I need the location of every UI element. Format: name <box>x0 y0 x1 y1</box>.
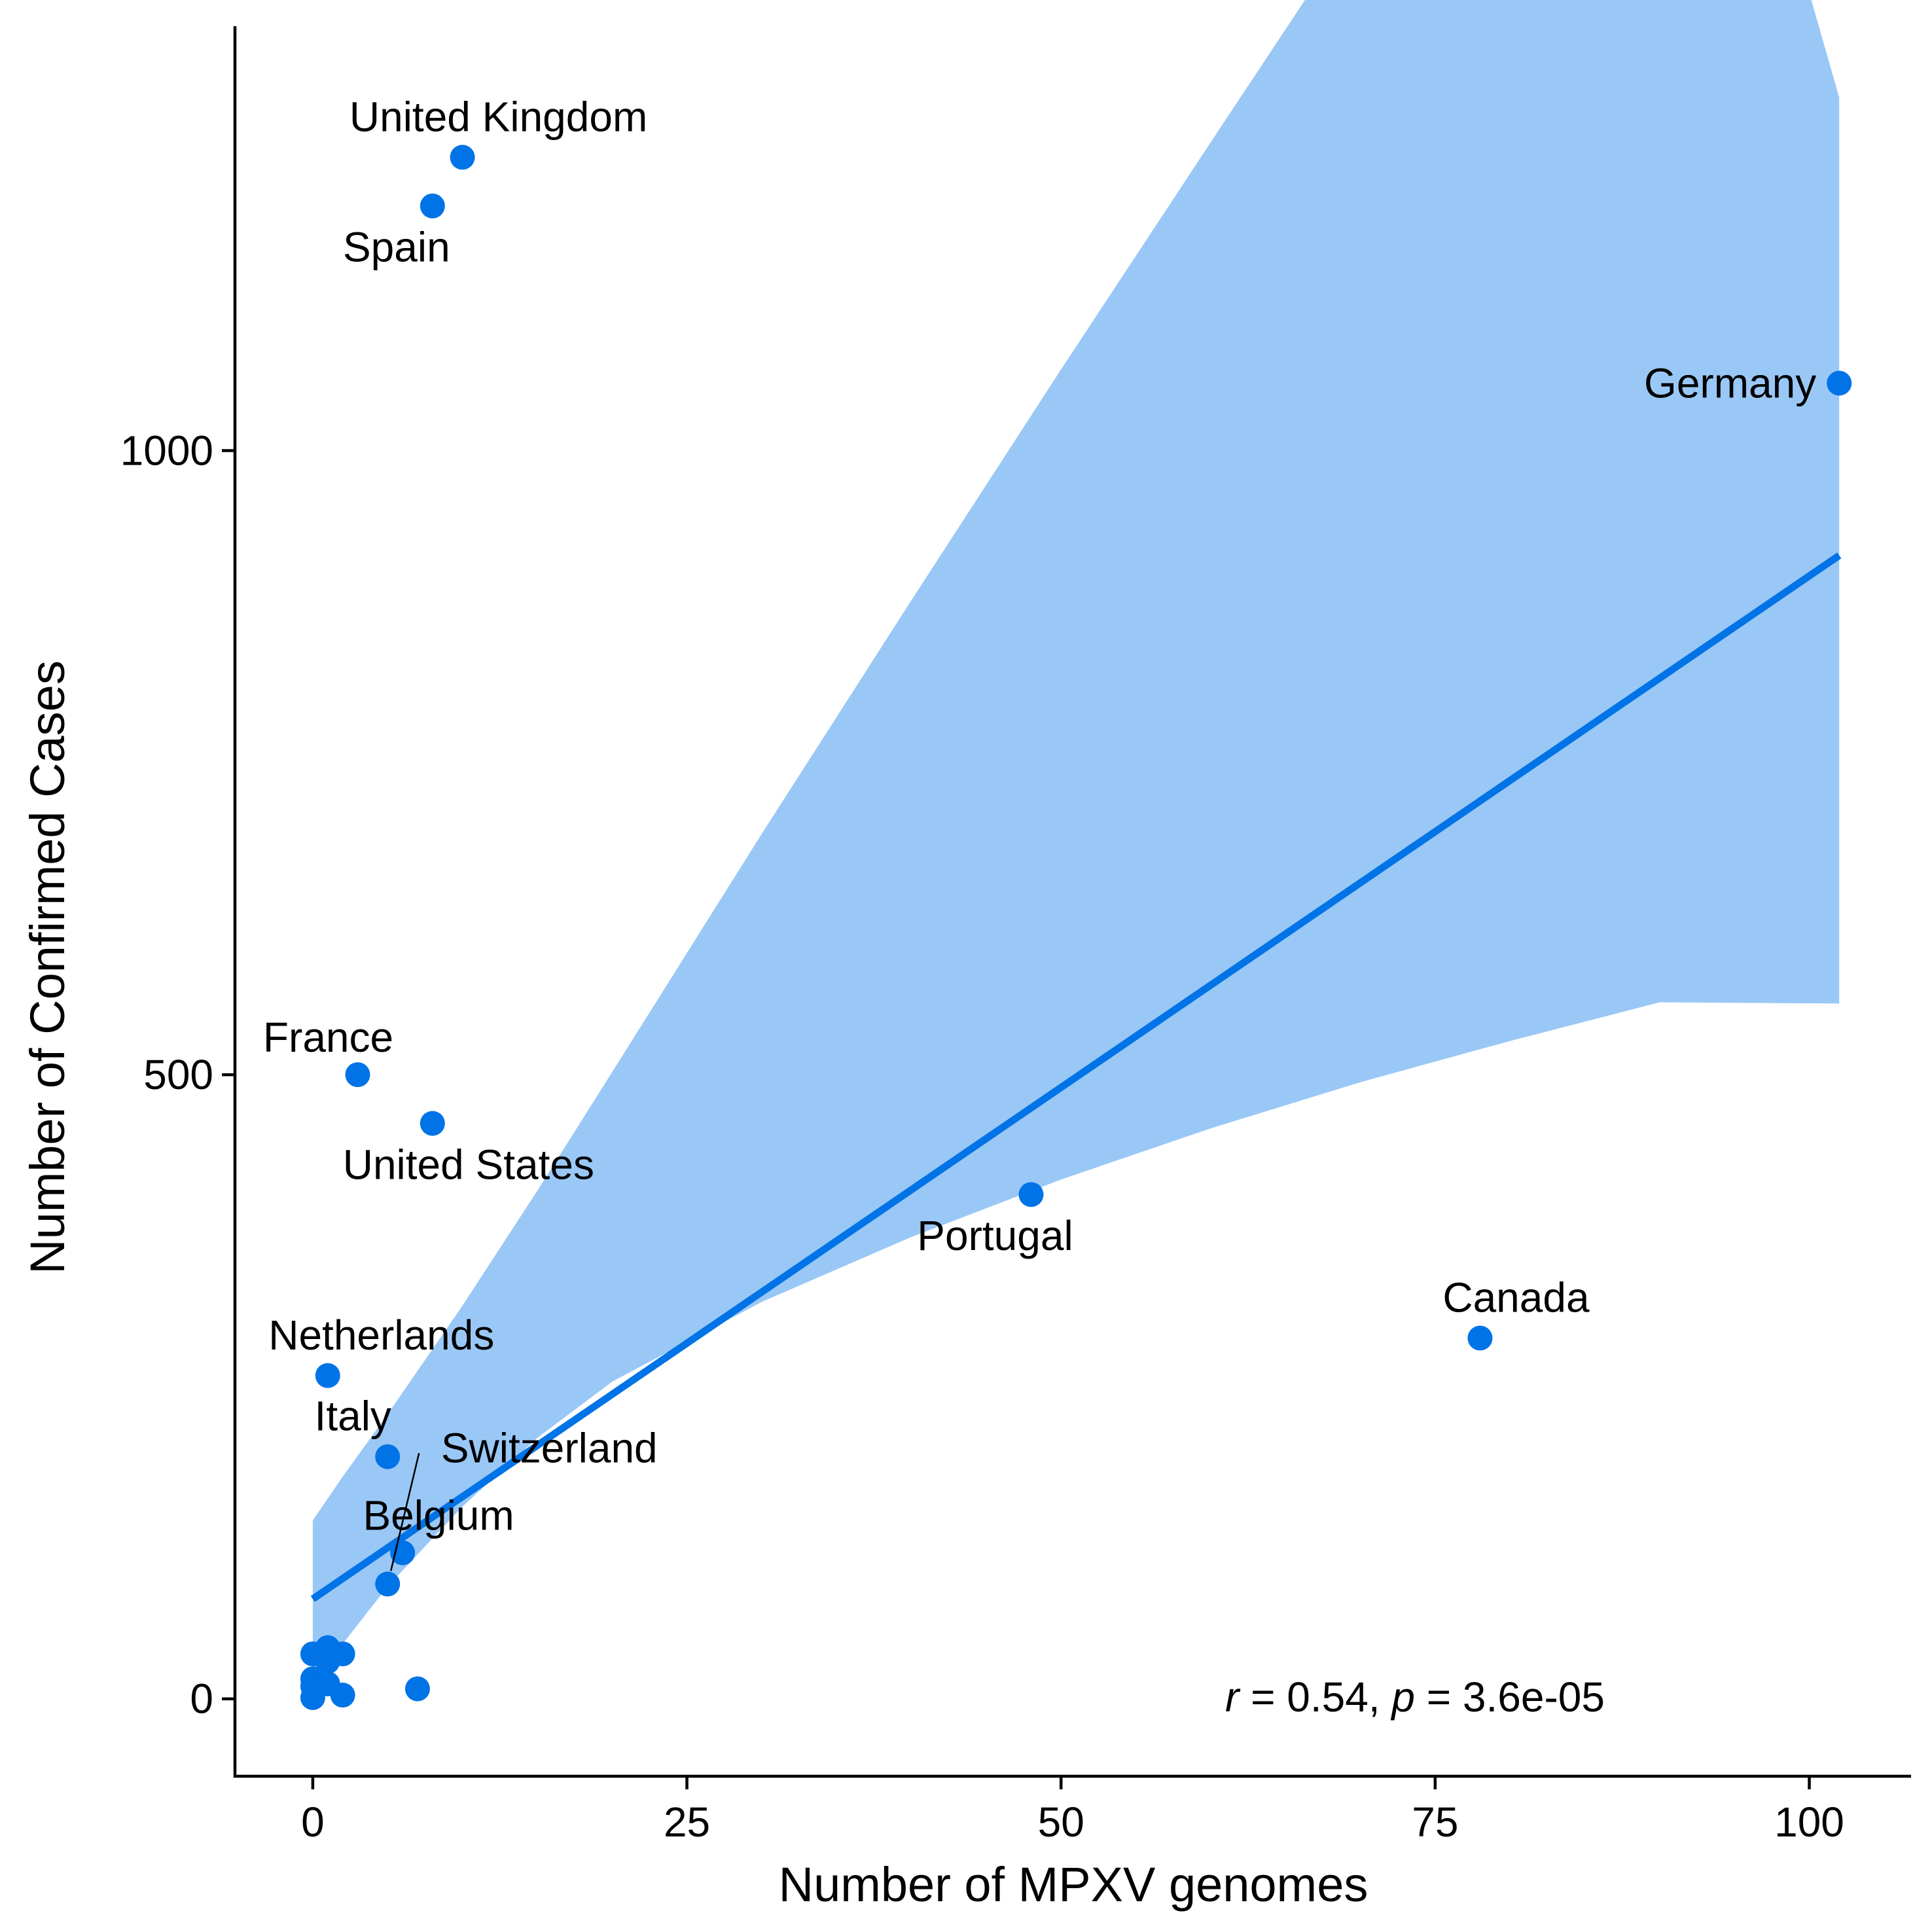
data-point-united-states <box>420 1111 445 1136</box>
point-label-italy: Italy <box>315 1393 391 1440</box>
x-tick-label-25: 25 <box>664 1798 710 1846</box>
point-label-belgium: Belgium <box>363 1492 514 1539</box>
data-point-unlabeled <box>330 1683 355 1708</box>
correlation-annotation: r = 0.54, p = 3.6e-05 <box>1225 1673 1605 1721</box>
point-label-france: France <box>263 1014 393 1061</box>
data-point-unlabeled <box>404 1676 430 1702</box>
r-value: = 0.54, <box>1239 1673 1391 1721</box>
y-axis-title: Number of Confirmed Cases <box>20 660 75 1274</box>
point-label-portugal: Portugal <box>917 1212 1073 1259</box>
confidence-band-layer <box>312 0 1840 1677</box>
data-points-layer <box>300 145 1852 1710</box>
confidence-band <box>312 0 1840 1677</box>
point-label-germany: Germany <box>1644 359 1816 406</box>
point-label-spain: Spain <box>343 224 450 271</box>
x-tick-label-100: 100 <box>1774 1798 1844 1846</box>
x-axis-title: Number of MPXV genomes <box>779 1857 1368 1912</box>
point-label-netherlands: Netherlands <box>268 1312 494 1359</box>
data-point-germany <box>1827 370 1852 396</box>
point-label-united-kingdom: United Kingdom <box>349 93 647 140</box>
regression-line-layer <box>310 552 1842 1602</box>
y-axis-ticks: 0 500 1000 <box>120 427 235 1723</box>
p-symbol: p <box>1390 1673 1415 1721</box>
data-point-italy <box>375 1444 401 1469</box>
x-tick-label-0: 0 <box>301 1798 325 1846</box>
y-tick-label-500: 500 <box>143 1051 213 1098</box>
data-point-unlabeled <box>300 1685 325 1710</box>
switzerland-leader-line <box>390 1452 420 1571</box>
data-point-switzerland <box>375 1571 401 1597</box>
data-point-unlabeled <box>315 1649 340 1674</box>
x-tick-label-75: 75 <box>1412 1798 1458 1846</box>
data-point-spain <box>420 193 445 219</box>
y-tick-label-1000: 1000 <box>120 427 213 474</box>
r-symbol: r <box>1225 1673 1241 1721</box>
x-tick-label-50: 50 <box>1038 1798 1084 1846</box>
p-value: = 3.6e-05 <box>1415 1673 1605 1721</box>
point-label-united-states: United States <box>343 1141 594 1188</box>
x-axis-ticks: 0 25 50 75 100 <box>301 1776 1844 1846</box>
data-point-portugal <box>1018 1182 1044 1208</box>
data-point-france <box>345 1062 370 1088</box>
y-tick-label-0: 0 <box>190 1675 213 1723</box>
point-label-switzerland: Switzerland <box>441 1424 658 1471</box>
data-point-netherlands <box>315 1363 340 1388</box>
data-point-united-kingdom <box>450 145 475 170</box>
regression-line <box>310 552 1842 1602</box>
point-label-canada: Canada <box>1442 1274 1590 1321</box>
point-labels-layer: United Kingdom Spain Germany France United S… <box>263 93 1816 1571</box>
data-point-canada <box>1467 1325 1493 1351</box>
